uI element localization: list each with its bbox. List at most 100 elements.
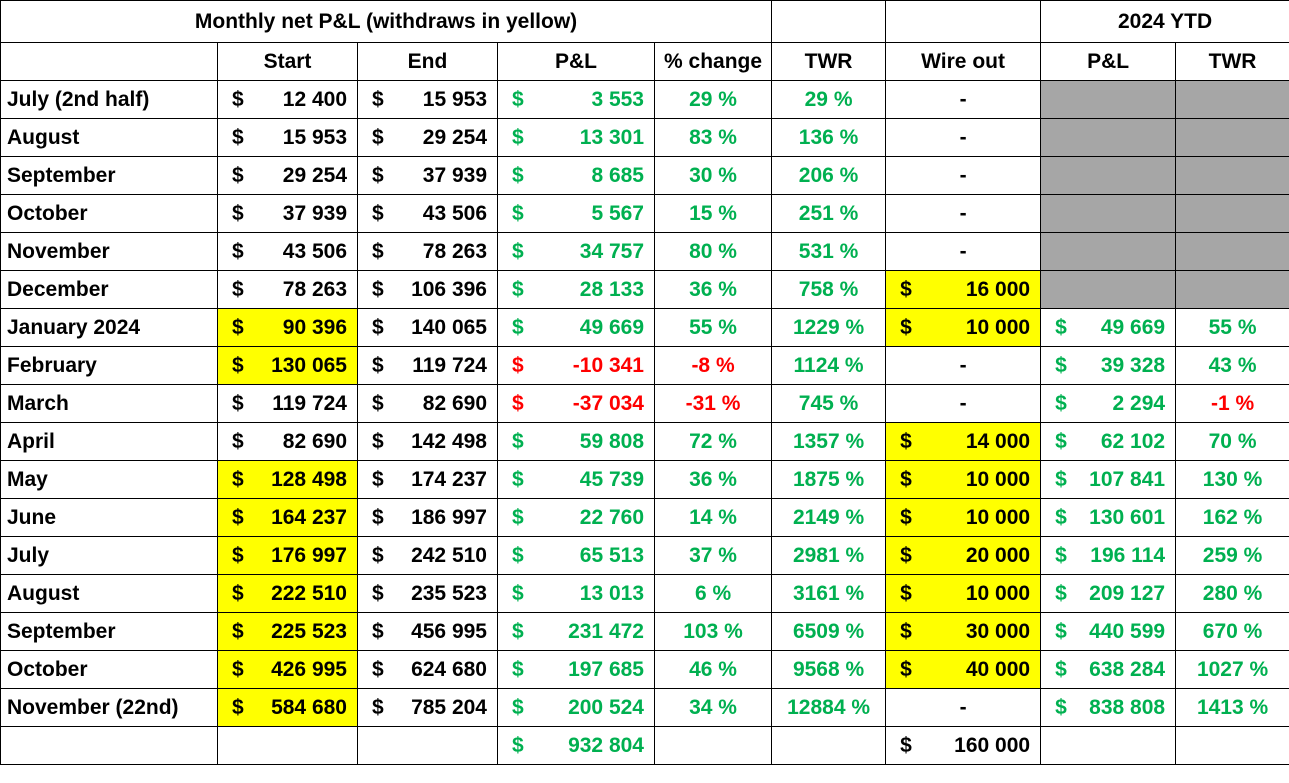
table-row: August $15 953 $29 254 $13 301 83 % 136 % - (0, 118, 1289, 157)
amount: 29 254 (282, 163, 347, 187)
currency-symbol: $ (372, 125, 384, 149)
amount: 638 284 (1089, 657, 1166, 681)
amount: 16 000 (965, 277, 1031, 301)
amount: 37 939 (282, 201, 347, 225)
amount: 45 739 (579, 467, 644, 491)
ytd-pl-cell: $39 328 (1040, 346, 1177, 385)
amount: 440 599 (1089, 619, 1166, 643)
currency-symbol: $ (372, 543, 384, 567)
change-cell: 80 % (653, 232, 773, 271)
currency-symbol: $ (232, 467, 244, 491)
col-header-ytd-twr: TWR (1175, 42, 1289, 81)
pl-cell: $197 685 (497, 650, 655, 689)
currency-symbol: $ (232, 429, 244, 453)
ytd-pl-cell: $130 601 (1040, 498, 1177, 537)
currency-symbol: $ (232, 315, 244, 339)
start-cell: $29 254 (217, 156, 358, 195)
twr-cell: 758 % (771, 270, 887, 309)
month-cell: June (0, 498, 218, 537)
change-cell: 37 % (653, 536, 773, 575)
amount: 235 523 (411, 581, 487, 605)
end-cell: $235 523 (357, 574, 498, 613)
ytd-pl-cell: $196 114 (1040, 536, 1177, 575)
table-row: July $176 997 $242 510 $65 513 37 % 2981 % $20… (0, 536, 1289, 575)
currency-symbol: $ (512, 391, 524, 415)
end-cell: $43 506 (357, 194, 498, 233)
change-cell: 36 % (653, 270, 773, 309)
table-row: December $78 263 $106 396 $28 133 36 % 758 % $… (0, 270, 1289, 309)
amount: 119 724 (412, 353, 487, 377)
twr-cell: 1875 % (771, 460, 887, 499)
amount: 29 254 (422, 125, 487, 149)
month-cell: November (22nd) (0, 688, 218, 727)
currency-symbol: $ (900, 657, 912, 681)
currency-symbol: $ (512, 239, 524, 263)
twr-cell: 531 % (771, 232, 887, 271)
amount: 10 000 (965, 505, 1031, 529)
pl-cell: $200 524 (497, 688, 655, 727)
end-cell: $242 510 (357, 536, 498, 575)
start-cell: $164 237 (217, 498, 358, 537)
amount: 106 396 (411, 277, 487, 301)
currency-symbol: $ (512, 87, 524, 111)
pl-cell: $45 739 (497, 460, 655, 499)
wire-out-cell: - (885, 688, 1042, 727)
table-row: January 2024 $90 396 $140 065 $49 669 55 % 12… (0, 308, 1289, 347)
month-cell: April (0, 422, 218, 461)
amount: 13 301 (579, 125, 644, 149)
currency-symbol: $ (372, 429, 384, 453)
end-cell: $15 953 (357, 80, 498, 119)
twr-cell: 206 % (771, 156, 887, 195)
twr-cell: 3161 % (771, 574, 887, 613)
amount: 160 000 (954, 733, 1031, 757)
currency-symbol: $ (1055, 619, 1067, 643)
month-cell: November (0, 232, 218, 271)
currency-symbol: $ (232, 201, 244, 225)
table-row: July (2nd half) $12 400 $15 953 $3 553 29 % 2… (0, 80, 1289, 119)
month-cell: September (0, 612, 218, 651)
amount: 8 685 (591, 163, 644, 187)
table-row: February $130 065 $119 724 $ -10 341 -8 % 1124… (0, 346, 1289, 385)
twr-cell: 29 % (771, 80, 887, 119)
pl-cell: $ -10 341 (497, 346, 655, 385)
pl-cell: $3 553 (497, 80, 655, 119)
ytd-twr-cell: -1 % (1175, 384, 1289, 423)
change-cell: 6 % (653, 574, 773, 613)
currency-symbol: $ (512, 505, 524, 529)
table-row: May $128 498 $174 237 $45 739 36 % 1875 % $10 … (0, 460, 1289, 499)
change-cell: 36 % (653, 460, 773, 499)
start-cell: $15 953 (217, 118, 358, 157)
total-pl-cell: $932 804 (497, 726, 655, 765)
wire-out-cell: $40 000 (885, 650, 1042, 689)
wire-out-cell: - (885, 118, 1042, 157)
month-cell: August (0, 574, 218, 613)
total-wire-out-cell: $160 000 (885, 726, 1042, 765)
change-cell: 83 % (653, 118, 773, 157)
start-cell: $584 680 (217, 688, 358, 727)
start-cell: $90 396 (217, 308, 358, 347)
amount: 222 510 (271, 581, 347, 605)
change-cell: 34 % (653, 688, 773, 727)
start-cell: $222 510 (217, 574, 358, 613)
amount: 65 513 (579, 543, 644, 567)
amount: 20 000 (965, 543, 1031, 567)
month-cell: May (0, 460, 218, 499)
amount: 119 724 (272, 391, 347, 415)
currency-symbol: $ (372, 87, 384, 111)
currency-symbol: $ (232, 353, 244, 377)
currency-symbol: $ (232, 581, 244, 605)
change-cell: 55 % (653, 308, 773, 347)
currency-symbol: $ (232, 505, 244, 529)
pnl-table: Monthly net P&L (withdraws in yellow) 20… (0, 0, 1289, 765)
ytd-pl-cell (1040, 194, 1177, 233)
currency-symbol: $ (512, 125, 524, 149)
wire-out-cell: $20 000 (885, 536, 1042, 575)
table-row: April $82 690 $142 498 $59 808 72 % 1357 % $14… (0, 422, 1289, 461)
ytd-twr-cell (1175, 156, 1289, 195)
currency-symbol: $ (512, 429, 524, 453)
ytd-twr-cell (1175, 232, 1289, 271)
ytd-pl-cell (1040, 270, 1177, 309)
twr-cell: 251 % (771, 194, 887, 233)
amount: -10 341 (572, 353, 644, 377)
change-cell: 103 % (653, 612, 773, 651)
